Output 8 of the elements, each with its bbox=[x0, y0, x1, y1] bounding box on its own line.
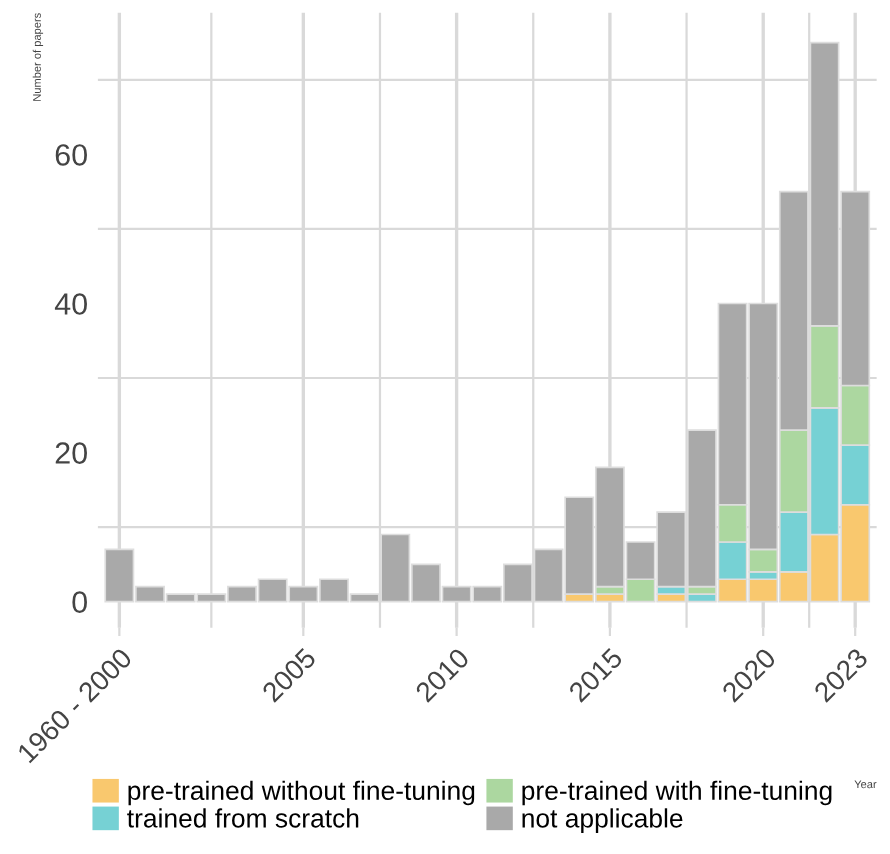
y-tick-label: 40 bbox=[54, 293, 87, 315]
legend-label: not applicable bbox=[522, 808, 683, 833]
y-tick-label: 20 bbox=[55, 442, 87, 464]
legend-label: trained from scratch bbox=[127, 808, 359, 828]
legend-label: pre-trained without fine-tuning bbox=[128, 780, 475, 806]
y-tick-label: 60 bbox=[55, 144, 87, 166]
legend-label: pre-trained with fine-tuning bbox=[522, 780, 832, 806]
y-tick-label: 0 bbox=[72, 591, 87, 613]
